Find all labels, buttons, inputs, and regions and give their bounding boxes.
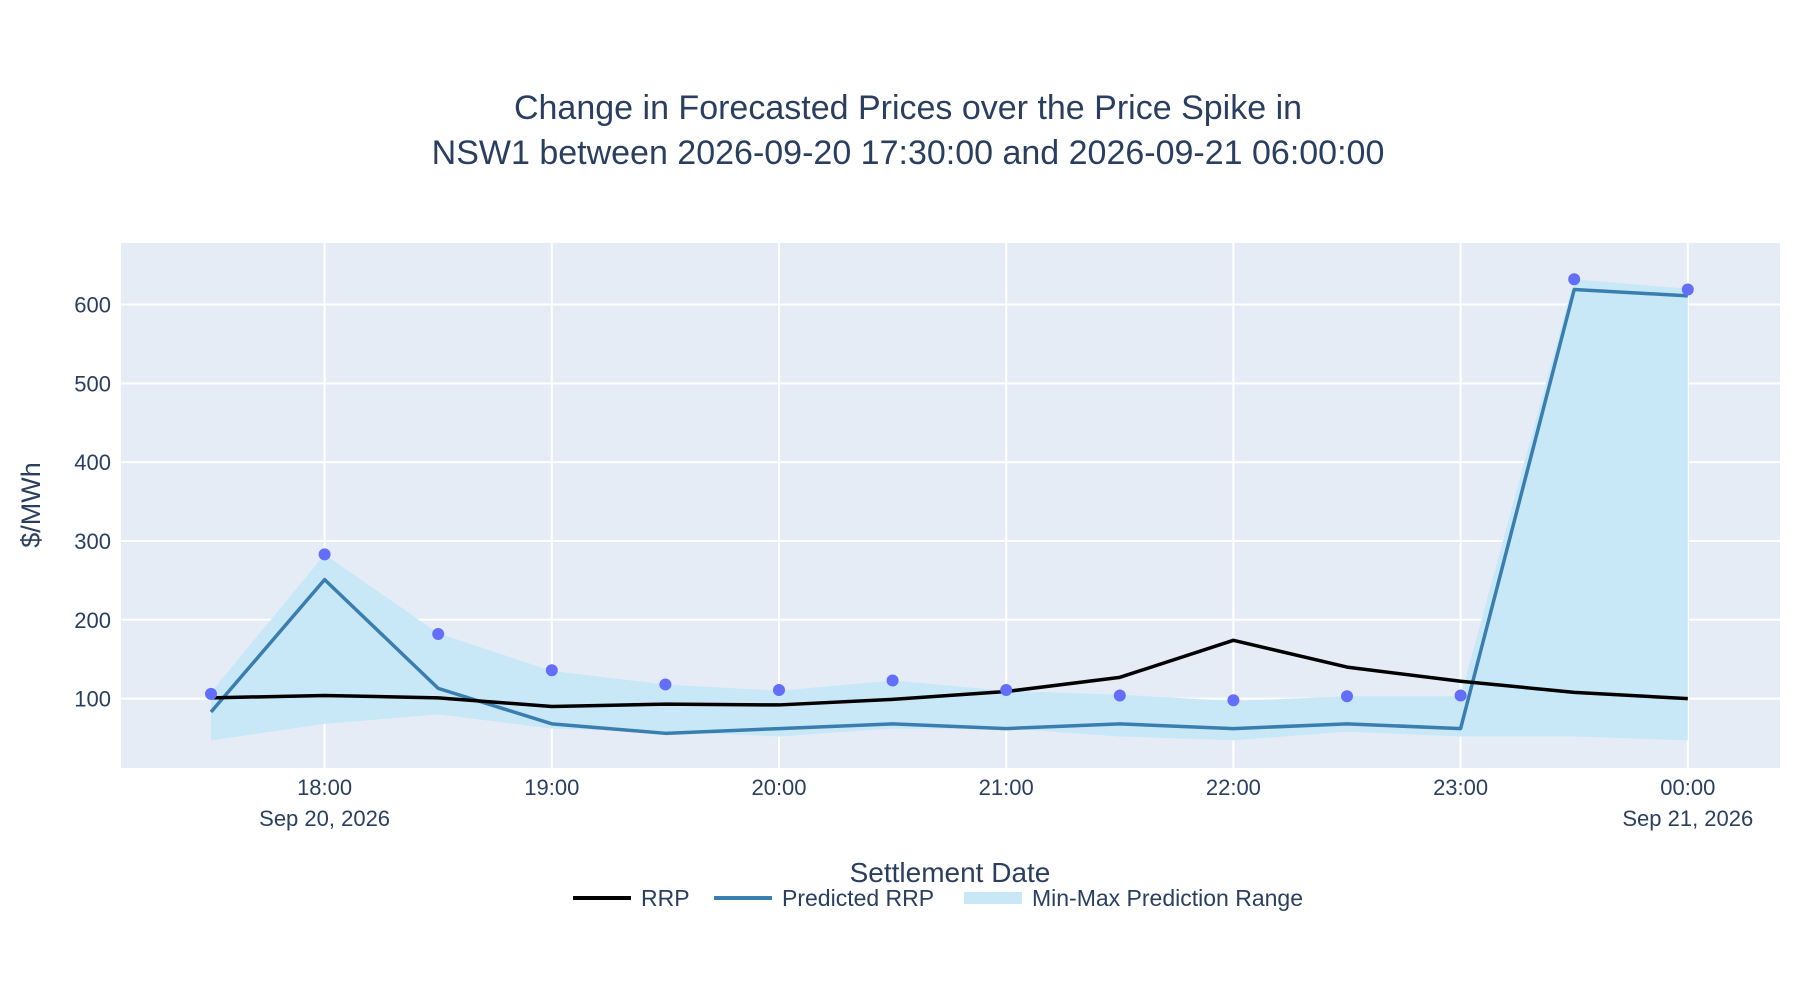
axis-ticks: 100 200 300 400 500 600 18:00 Sep 20, 2026 19:00… <box>74 292 1753 831</box>
x-tick-label: 23:00 <box>1433 775 1488 800</box>
forecast-marker <box>318 548 331 561</box>
x-tick-date-label: Sep 21, 2026 <box>1622 806 1753 831</box>
y-tick-label: 400 <box>74 450 111 475</box>
legend-swatch <box>964 892 1022 904</box>
legend[interactable]: RRP Predicted RRP Min-Max Prediction Range <box>573 885 1303 911</box>
y-axis-title: $/MWh <box>16 462 46 548</box>
forecast-marker <box>1000 683 1013 696</box>
x-tick-label: 21:00 <box>979 775 1034 800</box>
legend-item[interactable]: Predicted RRP <box>714 885 934 911</box>
chart-title-line-1: Change in Forecasted Prices over the Pri… <box>514 89 1302 127</box>
y-tick-label: 300 <box>74 529 111 554</box>
predicted-rrp-line <box>209 287 1688 736</box>
legend-label: Min-Max Prediction Range <box>1032 885 1303 911</box>
forecast-marker <box>1113 689 1126 702</box>
forecast-marker <box>432 627 445 640</box>
grid-lines <box>121 243 1780 768</box>
y-tick-label: 500 <box>74 371 111 396</box>
forecast-marker <box>205 687 217 700</box>
min-max-range-area <box>211 279 1688 741</box>
series-lines <box>209 287 1688 736</box>
legend-label: Predicted RRP <box>782 885 934 911</box>
forecast-marker <box>659 678 672 691</box>
prediction-range-band <box>211 279 1688 741</box>
forecast-marker <box>1341 690 1353 703</box>
forecast-marker <box>1454 689 1467 702</box>
forecast-marker <box>1227 694 1240 707</box>
rrp-line <box>210 638 1688 709</box>
x-tick-date-label: Sep 20, 2026 <box>259 806 390 831</box>
y-tick-label: 600 <box>74 292 111 317</box>
forecast-marker <box>773 683 785 696</box>
x-tick-label: 19:00 <box>524 775 579 800</box>
x-tick-label: 18:00 <box>297 775 352 800</box>
legend-item[interactable]: Min-Max Prediction Range <box>964 885 1303 911</box>
x-tick-label: 20:00 <box>751 775 806 800</box>
legend-item[interactable]: RRP <box>573 885 690 911</box>
data-markers <box>205 273 1694 707</box>
chart-title-line-2: NSW1 between 2026-09-20 17:30:00 and 202… <box>432 134 1385 172</box>
forecast-marker <box>545 664 558 677</box>
x-tick-label: 22:00 <box>1206 775 1261 800</box>
legend-label: RRP <box>641 885 690 911</box>
forecast-marker <box>886 674 899 687</box>
y-tick-label: 200 <box>74 608 111 633</box>
x-axis-title: Settlement Date <box>850 857 1051 888</box>
forecast-marker <box>1681 283 1694 296</box>
x-tick-label: 00:00 <box>1660 775 1715 800</box>
y-tick-label: 100 <box>74 687 111 712</box>
forecast-marker <box>1568 273 1581 286</box>
